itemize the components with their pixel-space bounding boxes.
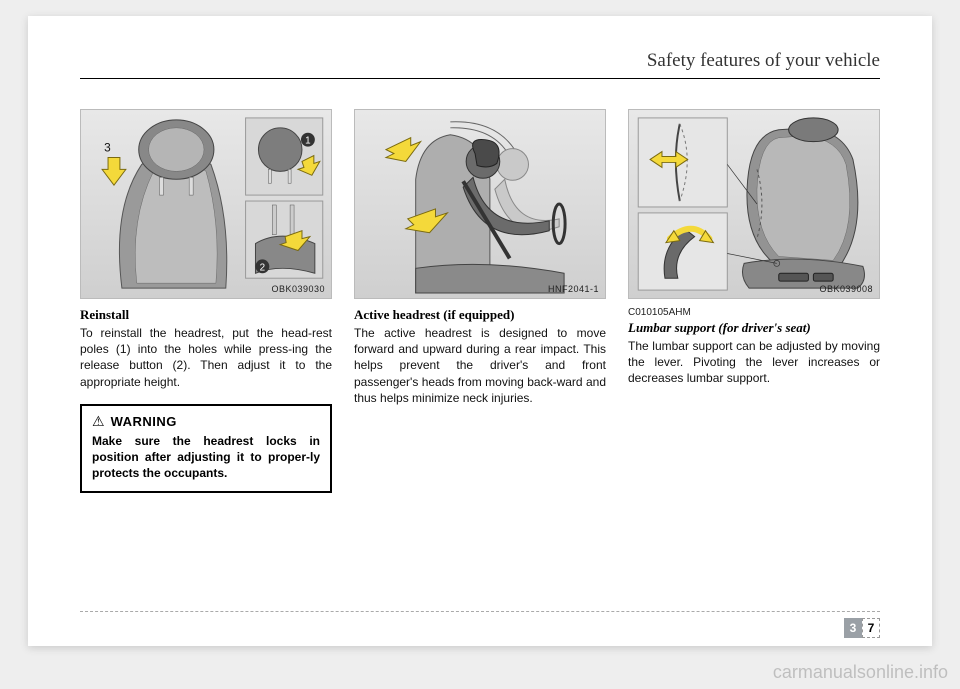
figure-active-headrest: HNF2041-1 — [354, 109, 606, 299]
col3-code: C010105AHM — [628, 307, 880, 318]
warning-header: ⚠ WARNING — [92, 414, 320, 429]
watermark: carmanualsonline.info — [773, 662, 948, 683]
active-headrest-illustration — [355, 110, 605, 298]
page-number: 3 7 — [844, 618, 880, 638]
page-num: 7 — [862, 618, 880, 638]
column-2: HNF2041-1 Active headrest (if equipped) … — [354, 109, 606, 493]
footer-dash-line — [80, 611, 880, 612]
svg-text:1: 1 — [305, 136, 311, 147]
lumbar-illustration — [629, 110, 879, 298]
col2-body: The active headrest is designed to move … — [354, 325, 606, 406]
warning-box: ⚠ WARNING Make sure the headrest locks i… — [80, 404, 332, 494]
col3-body: The lumbar support can be adjusted by mo… — [628, 338, 880, 387]
col2-title: Active headrest (if equipped) — [354, 307, 606, 323]
figure-headrest-reinstall: 3 1 2 — [80, 109, 332, 299]
figure-code-1: OBK039030 — [271, 284, 325, 294]
col3-title: Lumbar support (for driver's seat) — [628, 320, 880, 336]
warning-icon: ⚠ — [92, 414, 105, 428]
content-columns: 3 1 2 — [80, 109, 880, 493]
svg-text:2: 2 — [260, 262, 266, 273]
figure-lumbar-support: OBK039008 — [628, 109, 880, 299]
warning-label: WARNING — [111, 414, 177, 429]
page-header: Safety features of your vehicle — [80, 50, 880, 79]
col1-body: To reinstall the headrest, put the head-… — [80, 325, 332, 390]
header-title: Safety features of your vehicle — [647, 50, 880, 72]
figure-code-2: HNF2041-1 — [548, 284, 599, 294]
col1-title: Reinstall — [80, 307, 332, 323]
svg-text:3: 3 — [104, 141, 111, 155]
column-3: OBK039008 C010105AHM Lumbar support (for… — [628, 109, 880, 493]
page: Safety features of your vehicle 3 — [28, 16, 932, 646]
page-section: 3 — [844, 618, 862, 638]
headrest-illustration: 3 1 2 — [81, 110, 331, 298]
figure-code-3: OBK039008 — [819, 284, 873, 294]
warning-text: Make sure the headrest locks in position… — [92, 433, 320, 482]
column-1: 3 1 2 — [80, 109, 332, 493]
